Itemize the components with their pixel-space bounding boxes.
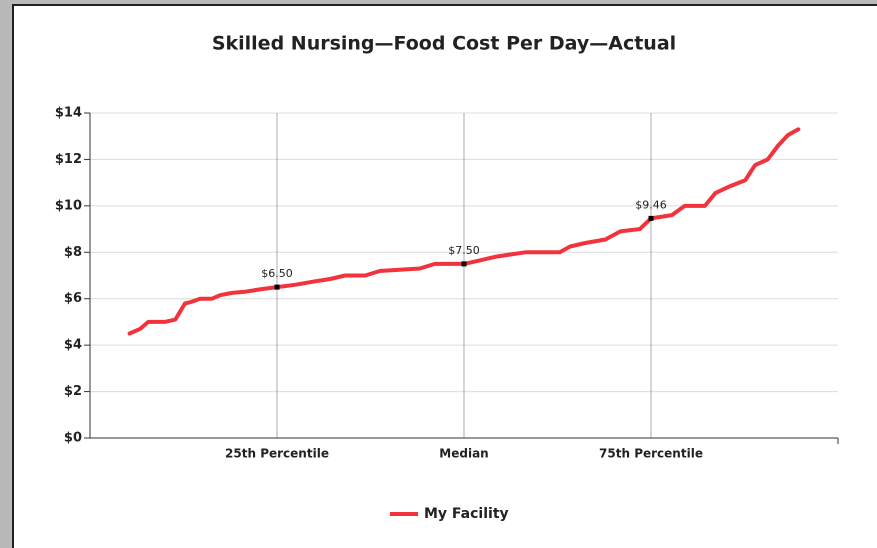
y-tick-label: $0 xyxy=(64,431,82,446)
annotation-label: $6.50 xyxy=(261,267,293,280)
chart-title: Skilled Nursing—Food Cost Per Day—Actual xyxy=(212,33,676,55)
y-tick-label: $8 xyxy=(64,245,82,260)
y-tick-label: $14 xyxy=(55,106,82,121)
y-tick-label: $10 xyxy=(55,198,82,213)
annotation-marker xyxy=(461,261,467,267)
x-tick-label: Median xyxy=(439,447,488,461)
x-tick-label: 75th Percentile xyxy=(599,447,703,461)
annotation-marker xyxy=(274,284,280,290)
y-tick-label: $4 xyxy=(64,338,82,353)
series-line xyxy=(127,127,801,336)
annotation-label: $7.50 xyxy=(448,244,480,257)
annotation-label: $9.46 xyxy=(635,198,667,211)
y-tick-label: $12 xyxy=(55,152,82,167)
x-tick-label: 25th Percentile xyxy=(225,447,329,461)
legend-label: My Facility xyxy=(424,506,509,522)
y-tick-label: $2 xyxy=(64,384,82,399)
chart-panel xyxy=(12,4,877,548)
annotation-marker xyxy=(648,215,654,221)
y-tick-label: $6 xyxy=(64,291,82,306)
